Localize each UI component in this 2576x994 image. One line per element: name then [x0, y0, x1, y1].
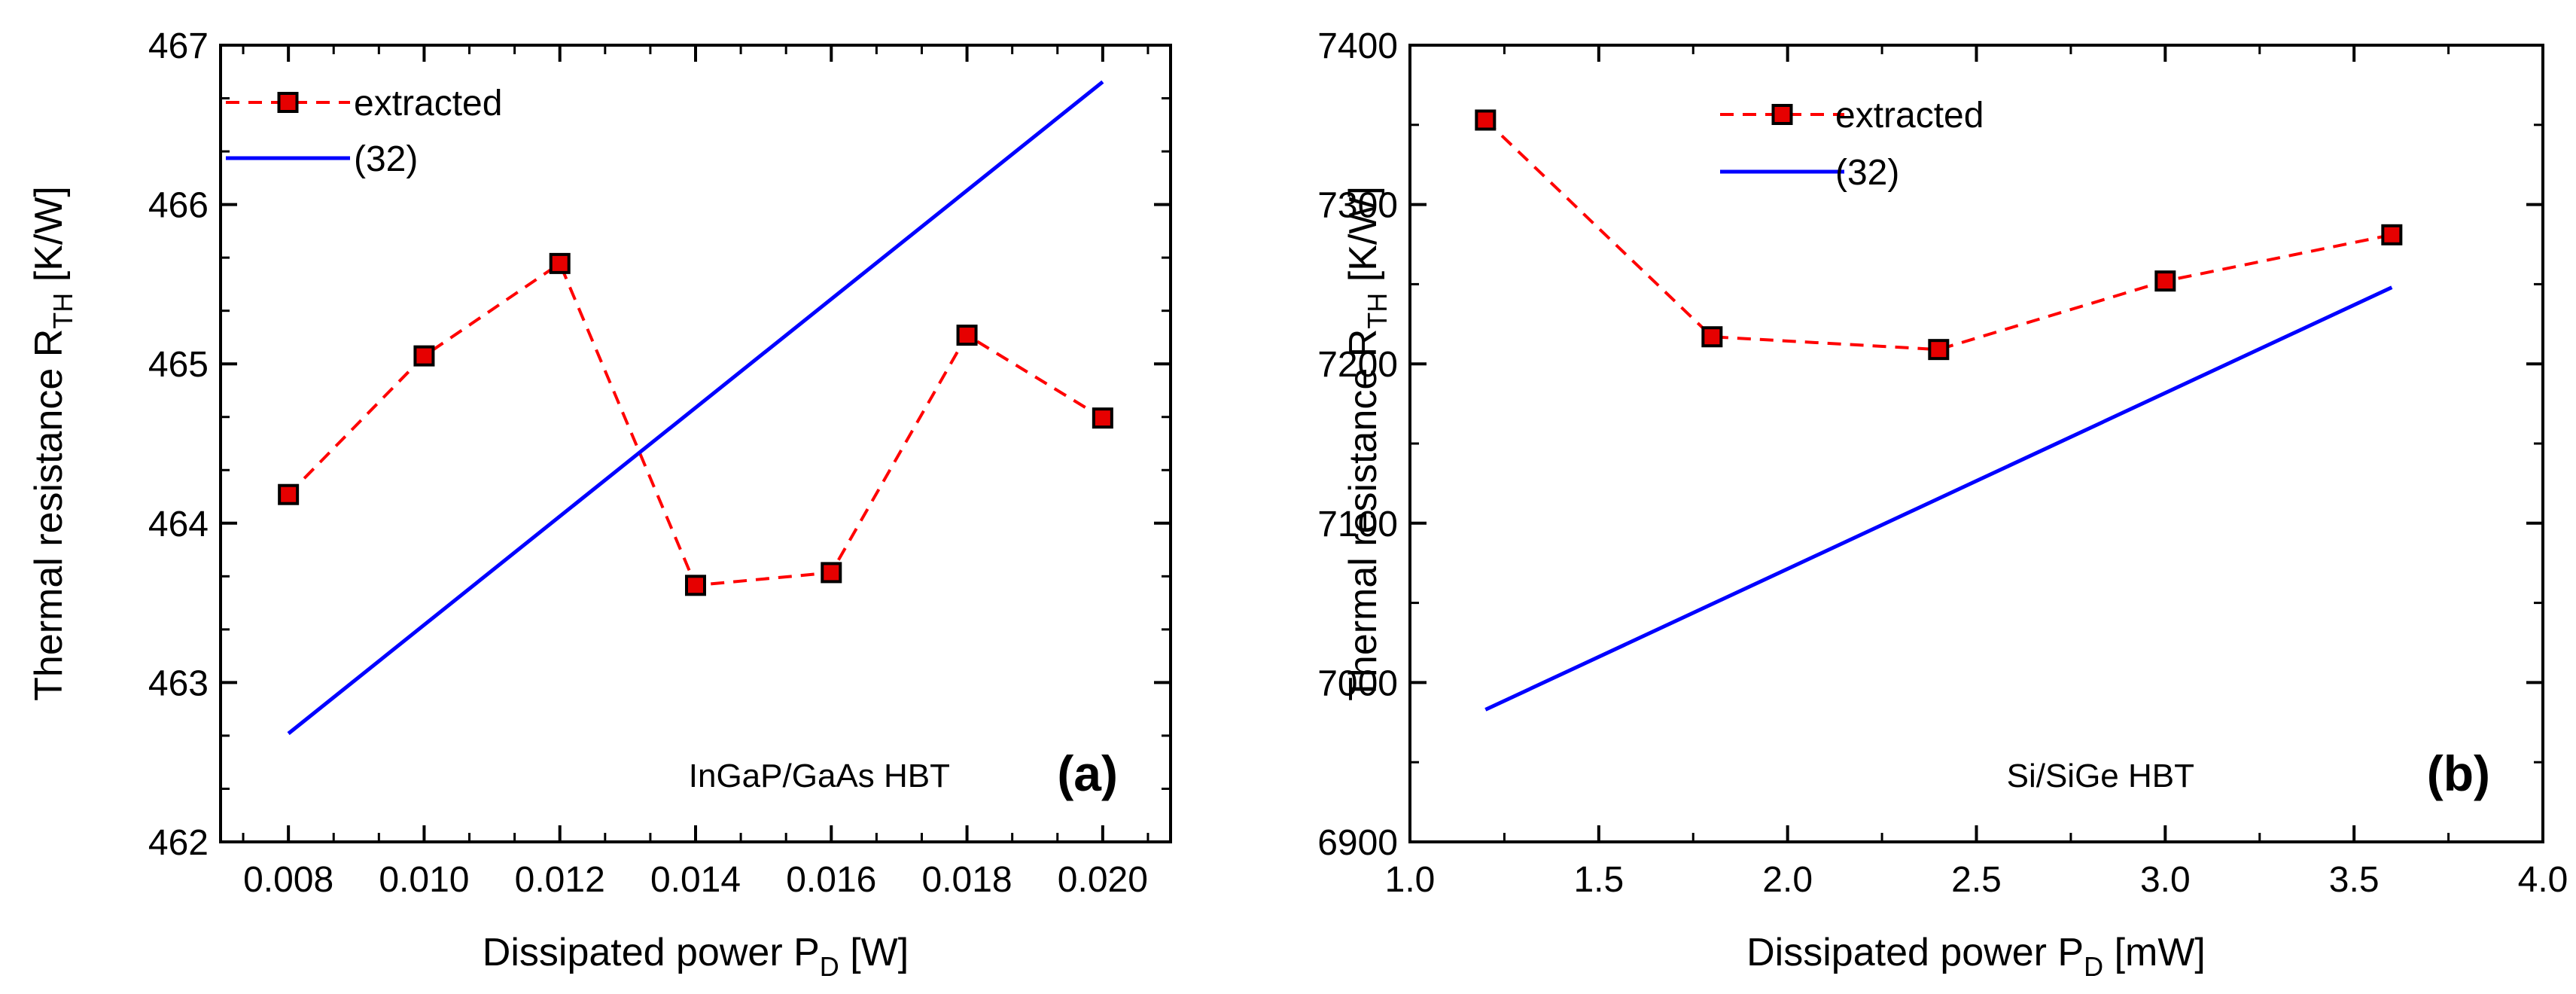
panel-a-y-axis-label: Thermal resistance RTH [K/W] [27, 186, 78, 701]
panel-b-x-tick-label: 1.5 [1573, 860, 1624, 900]
panel-a-x-tick-label: 0.012 [515, 860, 605, 900]
panel-a-extracted-point [413, 345, 435, 367]
panel-a-x-tick-label: 0.008 [243, 860, 333, 900]
panel-b-extracted-point [1928, 339, 1950, 361]
panel-b-x-tick-label: 1.0 [1385, 860, 1436, 900]
panel-a-y-tick-label: 463 [148, 663, 209, 703]
panel-a-x-tick-label: 0.018 [922, 860, 1012, 900]
panel-a-extracted-point [1092, 407, 1113, 429]
panel-b-x-tick-label: 4.0 [2518, 860, 2568, 900]
panel-b-panel-tag: (b) [2427, 746, 2490, 801]
panel-a-y-tick-label: 462 [148, 823, 209, 863]
panel-a-x-tick-label: 0.020 [1058, 860, 1148, 900]
panel-a-extracted-point [549, 252, 571, 274]
panel-b-series-32-line [1484, 285, 2393, 712]
panel-a-y-tick-label: 464 [148, 505, 209, 544]
panel-b-legend-32-label: (32) [1835, 153, 1899, 193]
panel-b-y-axis-label: Thermal resistance RTH [K/W] [1341, 186, 1393, 701]
panel-b-x-axis-label: Dissipated power PD [mW] [1746, 931, 2206, 982]
panel-a-x-tick-label: 0.010 [379, 860, 469, 900]
panel-a-extracted-point [956, 325, 978, 346]
panel-a-extracted-point [685, 575, 706, 596]
panel-a-device-annotation: InGaP/GaAs HBT [689, 758, 950, 794]
panel-a-panel-tag: (a) [1057, 746, 1118, 801]
panel-b-device-annotation: Si/SiGe HBT [2007, 758, 2194, 794]
panel-a-y-tick-label: 465 [148, 345, 209, 385]
panel-b-y-tick-label: 7300 [1317, 186, 1398, 226]
panel-b-extracted-point [2381, 224, 2403, 245]
panel-b-plot-frame [1408, 44, 2544, 843]
panel-b-y-tick-label: 7100 [1317, 505, 1398, 544]
panel-b-x-tick-label: 3.0 [2140, 860, 2191, 900]
panel-b-x-tick-label: 3.5 [2329, 860, 2380, 900]
panel-b-extracted-point [1701, 326, 1723, 348]
panel-b-extracted-point [2154, 270, 2176, 292]
panel-b-y-tick-label: 6900 [1317, 823, 1398, 863]
panel-a-y-tick-label: 466 [148, 186, 209, 226]
panel-b-legend-extracted-label: extracted [1835, 96, 1984, 136]
panel-a-y-tick-label: 467 [148, 26, 209, 66]
panel-b-x-tick-label: 2.0 [1762, 860, 1813, 900]
panel-a-x-axis-label: Dissipated power PD [W] [483, 931, 909, 982]
panel-a-legend-32-label: (32) [354, 139, 418, 179]
panel-b-y-tick-label: 7000 [1317, 663, 1398, 703]
panel-a-legend-extracted-label: extracted [354, 84, 502, 123]
panel-a-series-32-line [287, 80, 1104, 736]
chart-panel-a: 0.008 0.010 0.012 0.014 0.016 0.018 0.020 462 46… [27, 26, 1172, 982]
panel-a-x-tick-label: 0.014 [650, 860, 741, 900]
panel-b-legend-extracted-marker [1771, 104, 1793, 125]
panel-b-y-tick-label: 7200 [1317, 345, 1398, 385]
panel-b-series-extracted-line [1484, 119, 2392, 352]
panel-a-series-extracted-line [287, 261, 1104, 587]
panel-a-extracted-point [278, 483, 300, 505]
panel-b-y-tick-label: 7400 [1317, 26, 1398, 66]
chart-panel-b: 1.0 1.5 2.0 2.5 3.0 3.5 4.0 6900 7000 7100 7200 730… [1317, 26, 2568, 982]
panel-b-x-tick-label: 2.5 [1951, 860, 2002, 900]
panel-a-extracted-point [821, 562, 842, 584]
panel-a-x-tick-label: 0.016 [786, 860, 876, 900]
panel-a-legend-extracted-marker [277, 92, 299, 113]
panel-b-extracted-point [1475, 109, 1497, 131]
